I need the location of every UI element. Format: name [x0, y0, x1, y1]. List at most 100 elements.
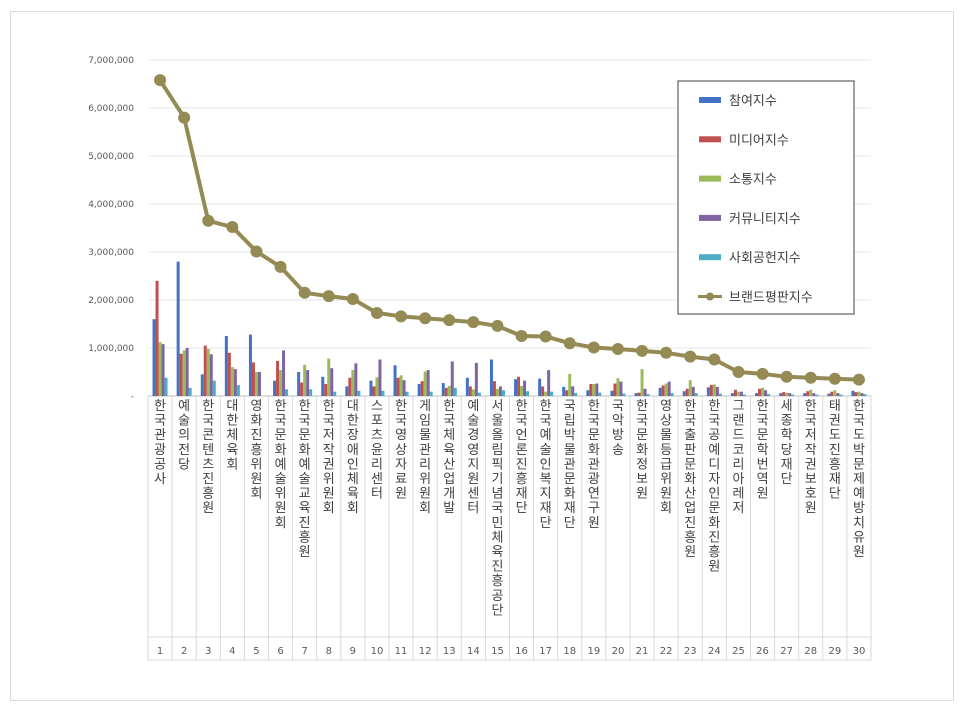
line-point-7: [298, 286, 311, 299]
bar-참여지수-6: [273, 380, 277, 396]
legend-swatch-소통지수: [699, 175, 721, 182]
brand-reputation-chart: - 1,000,000 2,000,000 3,000,000 4,000,000 5,0…: [88, 56, 872, 661]
bar-참여지수-26: [755, 393, 759, 396]
bar-커뮤니티지수-24: [715, 386, 719, 396]
bar-미디어지수-19: [589, 384, 593, 396]
rank-label: 25: [732, 646, 745, 657]
line-point-22: [660, 346, 673, 359]
rank-label: 24: [708, 646, 721, 657]
bar-사회공헌지수-7: [309, 389, 313, 396]
rank-label: 11: [395, 646, 408, 657]
bar-커뮤니티지수-9: [354, 363, 358, 396]
rank-label: 30: [853, 646, 866, 657]
bar-소통지수-17: [544, 391, 548, 396]
bar-커뮤니티지수-1: [161, 344, 165, 396]
bar-소통지수-12: [423, 371, 427, 396]
bar-참여지수-18: [562, 386, 566, 396]
bar-미디어지수-15: [492, 381, 496, 396]
bar-미디어지수-20: [613, 383, 617, 396]
rank-label: 20: [612, 646, 625, 657]
rank-label: 14: [467, 646, 480, 657]
line-point-6: [274, 260, 287, 273]
bar-커뮤니티지수-16: [523, 380, 527, 396]
bar-참여지수-9: [345, 386, 349, 396]
y-tick-label: 4,000,000: [88, 200, 134, 210]
line-point-4: [226, 221, 239, 234]
bar-미디어지수-10: [372, 386, 376, 396]
bar-소통지수-16: [520, 385, 524, 396]
bar-소통지수-9: [351, 370, 355, 396]
bar-커뮤니티지수-30: [860, 393, 864, 396]
bar-커뮤니티지수-20: [619, 381, 623, 396]
bar-소통지수-28: [809, 389, 813, 396]
line-point-9: [346, 293, 359, 306]
bar-미디어지수-3: [203, 345, 207, 396]
rank-label: 1: [157, 646, 163, 657]
bar-소통지수-18: [568, 373, 572, 396]
bar-사회공헌지수-17: [550, 391, 554, 396]
bar-소통지수-20: [616, 378, 620, 396]
bar-커뮤니티지수-23: [691, 386, 695, 396]
bar-커뮤니티지수-26: [764, 390, 768, 396]
bar-참여지수-4: [224, 336, 228, 396]
bar-커뮤니티지수-28: [812, 393, 816, 396]
bar-사회공헌지수-15: [501, 390, 505, 396]
bar-사회공헌지수-21: [646, 394, 650, 396]
line-point-16: [515, 330, 528, 342]
y-tick-label: -: [131, 392, 134, 402]
bar-사회공헌지수-25: [742, 394, 746, 396]
bar-사회공헌지수-4: [236, 384, 240, 396]
bar-커뮤니티지수-6: [282, 350, 286, 396]
bar-사회공헌지수-26: [767, 394, 771, 396]
bar-커뮤니티지수-10: [378, 359, 382, 396]
rank-label: 5: [253, 646, 259, 657]
bar-미디어지수-4: [227, 352, 231, 396]
rank-label: 15: [491, 646, 504, 657]
bar-참여지수-8: [321, 376, 325, 396]
line-point-30: [852, 373, 865, 386]
bar-참여지수-12: [417, 384, 421, 396]
bar-사회공헌지수-1: [164, 377, 168, 396]
bar-미디어지수-14: [468, 386, 472, 396]
bar-커뮤니티지수-5: [257, 372, 261, 396]
bar-참여지수-28: [803, 393, 807, 396]
bar-미디어지수-8: [324, 384, 328, 396]
bar-참여지수-2: [176, 261, 180, 396]
bar-소통지수-14: [471, 389, 475, 396]
bar-미디어지수-23: [685, 388, 689, 396]
bar-참여지수-15: [489, 359, 493, 396]
bar-참여지수-27: [779, 393, 783, 396]
bar-소통지수-7: [303, 364, 307, 396]
line-point-8: [322, 290, 335, 303]
bar-참여지수-17: [538, 378, 542, 396]
line-point-2: [178, 111, 191, 124]
line-point-12: [419, 312, 432, 325]
bar-미디어지수-25: [733, 389, 737, 396]
bar-사회공헌지수-9: [357, 390, 361, 396]
bar-미디어지수-6: [276, 360, 280, 396]
bar-커뮤니티지수-11: [402, 380, 406, 396]
line-point-19: [587, 341, 600, 354]
y-tick-label: 3,000,000: [88, 248, 134, 258]
y-tick-label: 6,000,000: [88, 104, 134, 114]
bar-커뮤니티지수-14: [474, 362, 478, 396]
legend-marker-브랜드평판지수: [706, 292, 714, 301]
bar-사회공헌지수-14: [477, 392, 481, 396]
bar-참여지수-24: [706, 387, 710, 396]
bar-사회공헌지수-27: [791, 394, 795, 396]
bar-사회공헌지수-2: [188, 387, 192, 396]
